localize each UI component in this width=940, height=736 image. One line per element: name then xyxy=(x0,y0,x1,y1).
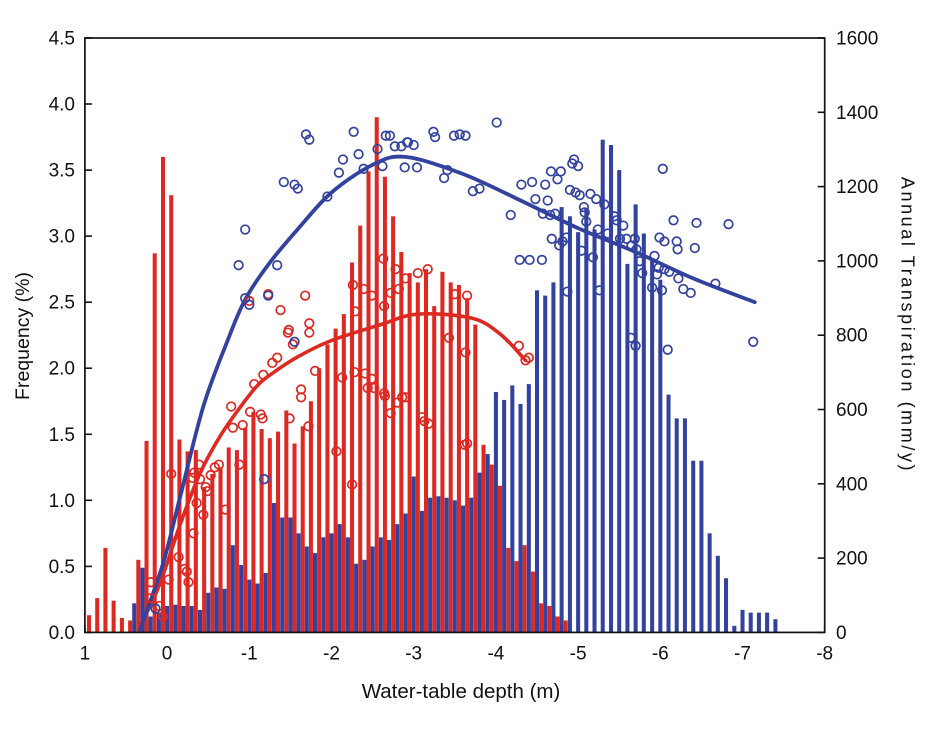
svg-text:800: 800 xyxy=(836,326,868,347)
svg-text:1.0: 1.0 xyxy=(49,491,75,512)
svg-text:3.0: 3.0 xyxy=(49,227,75,248)
svg-text:0: 0 xyxy=(836,623,847,644)
svg-text:1600: 1600 xyxy=(836,29,878,50)
svg-text:-4: -4 xyxy=(487,644,504,665)
svg-text:1: 1 xyxy=(80,644,91,665)
svg-text:1400: 1400 xyxy=(836,103,878,124)
svg-text:Annual Transpiration (mm/y): Annual Transpiration (mm/y) xyxy=(898,177,918,473)
svg-text:4.5: 4.5 xyxy=(49,29,75,50)
svg-text:4.0: 4.0 xyxy=(49,95,75,116)
svg-text:1200: 1200 xyxy=(836,177,878,198)
svg-text:0: 0 xyxy=(162,644,173,665)
svg-text:1000: 1000 xyxy=(836,251,878,272)
svg-text:200: 200 xyxy=(836,549,868,570)
svg-text:1.5: 1.5 xyxy=(49,425,75,446)
svg-text:3.5: 3.5 xyxy=(49,161,75,182)
svg-text:-1: -1 xyxy=(241,644,258,665)
svg-text:-6: -6 xyxy=(652,644,669,665)
svg-text:-7: -7 xyxy=(734,644,751,665)
svg-text:0.5: 0.5 xyxy=(49,557,75,578)
svg-text:-5: -5 xyxy=(570,644,587,665)
svg-text:Water-table depth (m): Water-table depth (m) xyxy=(362,680,561,703)
svg-text:-8: -8 xyxy=(816,644,833,665)
svg-text:-3: -3 xyxy=(405,644,422,665)
svg-text:400: 400 xyxy=(836,474,868,495)
svg-text:2.0: 2.0 xyxy=(49,359,75,380)
svg-text:-2: -2 xyxy=(323,644,340,665)
svg-text:600: 600 xyxy=(836,400,868,421)
svg-text:0.0: 0.0 xyxy=(49,623,75,644)
svg-text:2.5: 2.5 xyxy=(49,293,75,314)
svg-text:Frequency (%): Frequency (%) xyxy=(12,272,34,400)
